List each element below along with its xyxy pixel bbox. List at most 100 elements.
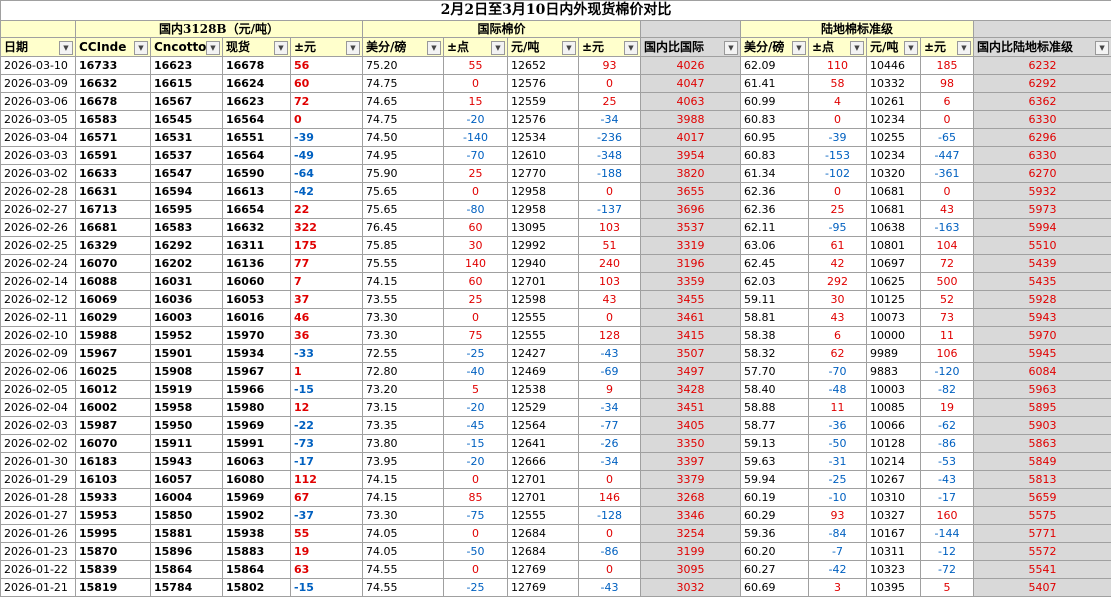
date-cell: 2026-02-10 — [0, 326, 76, 345]
value-cell: 62.36 — [740, 200, 809, 219]
value-cell: 12992 — [507, 236, 579, 255]
filter-button[interactable]: ▼ — [274, 41, 288, 55]
value-cell: 10395 — [866, 578, 921, 597]
filter-button[interactable]: ▼ — [59, 41, 73, 55]
value-cell: 15934 — [222, 344, 291, 363]
value-cell: 16623 — [222, 92, 291, 111]
filter-button[interactable]: ▼ — [206, 41, 220, 55]
value-cell: 12701 — [507, 470, 579, 489]
value-cell: -39 — [808, 128, 867, 147]
value-cell: 74.75 — [362, 74, 444, 93]
value-cell: 16531 — [150, 128, 223, 147]
value-cell: -25 — [808, 470, 867, 489]
value-cell: 59.13 — [740, 434, 809, 453]
value-cell: 5659 — [972, 488, 1111, 507]
value-cell: 10267 — [866, 470, 921, 489]
data-row: 2026-02-10 15988 15952 15970 36 73.30 75 12555 1… — [0, 326, 1111, 345]
value-cell: 3350 — [640, 434, 741, 453]
value-cell: 12641 — [507, 434, 579, 453]
value-cell: 15 — [443, 92, 508, 111]
value-cell: -361 — [920, 164, 974, 183]
filter-button[interactable]: ▼ — [427, 41, 441, 55]
value-cell: 240 — [578, 254, 641, 273]
filter-button[interactable]: ▼ — [904, 41, 918, 55]
value-cell: 10167 — [866, 524, 921, 543]
value-cell: 12534 — [507, 128, 579, 147]
value-cell: 16567 — [150, 92, 223, 111]
value-cell: 74.50 — [362, 128, 444, 147]
value-cell: 3455 — [640, 290, 741, 309]
value-cell: 5963 — [972, 380, 1111, 399]
value-cell: -31 — [808, 452, 867, 471]
value-cell: 58.88 — [740, 398, 809, 417]
value-cell: 62.09 — [740, 56, 809, 75]
value-cell: 12610 — [507, 146, 579, 165]
filter-button[interactable]: ▼ — [562, 41, 576, 55]
value-cell: 16060 — [222, 272, 291, 291]
value-cell: -348 — [578, 146, 641, 165]
value-cell: 0 — [443, 308, 508, 327]
data-row: 2026-02-05 16012 15919 15966 -15 73.20 5 12538 9… — [0, 380, 1111, 399]
value-cell: 74.15 — [362, 272, 444, 291]
value-cell: 10261 — [866, 92, 921, 111]
value-cell: 5863 — [972, 434, 1111, 453]
value-cell: 146 — [578, 488, 641, 507]
value-cell: 3095 — [640, 560, 741, 579]
value-cell: 13095 — [507, 218, 579, 237]
value-cell: -10 — [808, 488, 867, 507]
value-cell: 55 — [290, 524, 363, 543]
value-cell: 12469 — [507, 362, 579, 381]
value-cell: -84 — [808, 524, 867, 543]
date-cell: 2026-01-27 — [0, 506, 76, 525]
value-cell: -42 — [808, 560, 867, 579]
filter-button[interactable]: ▼ — [792, 41, 806, 55]
value-cell: 16080 — [222, 470, 291, 489]
filter-button[interactable]: ▼ — [134, 41, 148, 55]
value-cell: 60.20 — [740, 542, 809, 561]
value-cell: 10066 — [866, 416, 921, 435]
value-cell: 51 — [578, 236, 641, 255]
value-cell: 67 — [290, 488, 363, 507]
value-cell: 3405 — [640, 416, 741, 435]
filter-button[interactable]: ▼ — [346, 41, 360, 55]
value-cell: 75.65 — [362, 200, 444, 219]
value-cell: 15870 — [75, 542, 151, 561]
value-cell: 185 — [920, 56, 974, 75]
data-row: 2026-02-09 15967 15901 15934 -33 72.55 -25 1242… — [0, 344, 1111, 363]
value-cell: 16063 — [222, 452, 291, 471]
value-cell: 25 — [578, 92, 641, 111]
value-cell: -80 — [443, 200, 508, 219]
filter-button[interactable]: ▼ — [850, 41, 864, 55]
value-cell: 12538 — [507, 380, 579, 399]
value-cell: 10681 — [866, 200, 921, 219]
filter-button[interactable]: ▼ — [491, 41, 505, 55]
value-cell: -70 — [808, 362, 867, 381]
filter-button[interactable]: ▼ — [724, 41, 738, 55]
value-cell: 75.65 — [362, 182, 444, 201]
value-cell: 37 — [290, 290, 363, 309]
value-cell: 4 — [808, 92, 867, 111]
value-cell: 3254 — [640, 524, 741, 543]
value-cell: 5813 — [972, 470, 1111, 489]
value-cell: 16003 — [150, 308, 223, 327]
value-cell: 16678 — [75, 92, 151, 111]
value-cell: 16583 — [150, 218, 223, 237]
filter-button[interactable]: ▼ — [624, 41, 638, 55]
value-cell: 10446 — [866, 56, 921, 75]
value-cell: 6330 — [972, 110, 1111, 129]
data-row: 2026-02-06 16025 15908 15967 1 72.80 -40 12469-… — [0, 362, 1111, 381]
value-cell: 15958 — [150, 398, 223, 417]
value-cell: 4047 — [640, 74, 741, 93]
value-cell: 16057 — [150, 470, 223, 489]
filter-button[interactable]: ▼ — [957, 41, 971, 55]
column-header: ±元 ▼ — [578, 37, 641, 57]
filter-button[interactable]: ▼ — [1095, 41, 1110, 55]
value-cell: 12576 — [507, 110, 579, 129]
value-cell: 5943 — [972, 308, 1111, 327]
value-cell: 58.40 — [740, 380, 809, 399]
value-cell: 15991 — [222, 434, 291, 453]
value-cell: 16624 — [222, 74, 291, 93]
value-cell: 16036 — [150, 290, 223, 309]
value-cell: 11 — [808, 398, 867, 417]
